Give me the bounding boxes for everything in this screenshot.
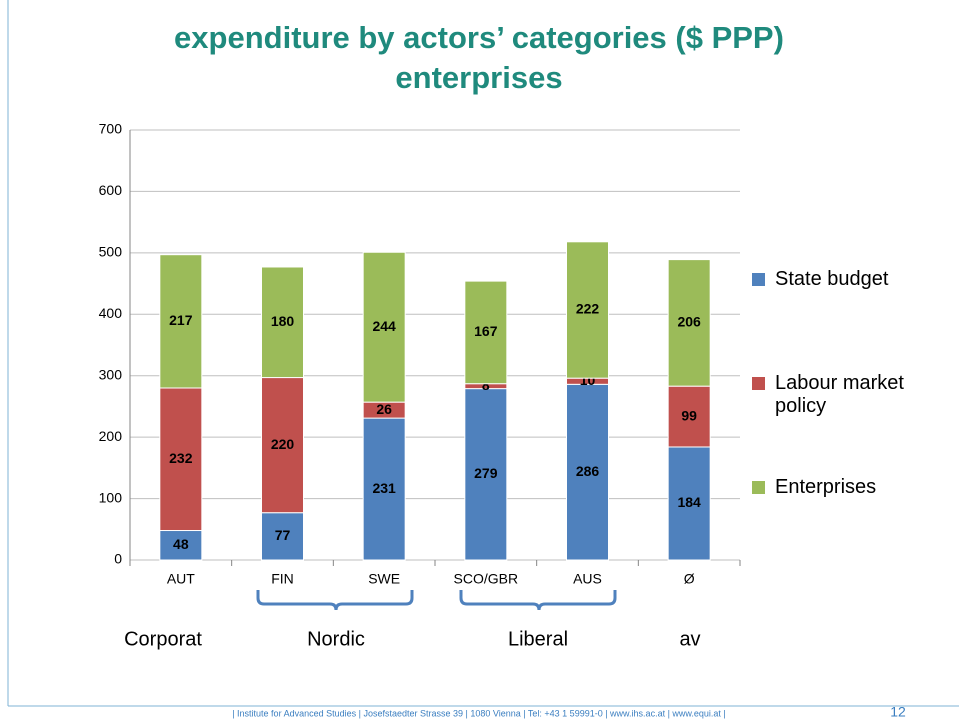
brace: [256, 590, 414, 611]
legend-label: State budget: [775, 268, 889, 290]
y-tick-label: 600: [99, 182, 123, 198]
x-tick-label: AUS: [573, 571, 602, 587]
bar-segment: [362, 251, 406, 403]
title: expenditure by actors’ categories ($ PPP…: [174, 20, 784, 55]
legend-item: Labour market policy: [752, 372, 942, 418]
x-tick-label: SWE: [368, 571, 400, 587]
group-label: Corporat: [124, 628, 202, 650]
y-tick-label: 100: [99, 489, 123, 505]
x-tick-label: SCO/GBR: [454, 571, 519, 587]
group-label: av: [679, 628, 700, 650]
legend-label: Enterprises: [775, 476, 877, 498]
bar-segment: [159, 254, 203, 389]
group-label: Nordic: [307, 628, 365, 650]
data-label: 99: [681, 407, 697, 423]
bar-segment: [667, 446, 711, 561]
data-label: 77: [275, 527, 291, 543]
data-label: 8: [482, 377, 490, 393]
bar-segment: [362, 417, 406, 561]
page-number: 12: [890, 704, 906, 720]
y-tick-label: 700: [99, 121, 123, 137]
data-label: 206: [677, 314, 701, 330]
data-label: 222: [576, 301, 600, 317]
y-tick-label: 400: [99, 305, 123, 321]
data-label: 180: [271, 313, 295, 329]
subtitle: enterprises: [395, 60, 562, 95]
data-label: 232: [169, 450, 193, 466]
legend-item: State budget: [752, 268, 942, 291]
data-label: 184: [677, 494, 701, 510]
x-tick-label: AUT: [167, 571, 195, 587]
y-tick-label: 500: [99, 244, 123, 260]
data-label: 48: [173, 536, 189, 552]
data-label: 231: [372, 480, 396, 496]
data-label: 286: [576, 463, 600, 479]
bar-segment: [261, 266, 304, 379]
y-tick-label: 0: [114, 551, 122, 567]
bar-segment: [464, 280, 508, 385]
bar-segment: [667, 385, 711, 448]
bar-segment: [261, 512, 304, 561]
data-label: 244: [372, 318, 396, 334]
x-tick-label: Ø: [684, 571, 695, 587]
data-label: 220: [271, 436, 295, 452]
bar-segment: [261, 377, 304, 514]
y-tick-label: 300: [99, 366, 123, 382]
data-label: 279: [474, 465, 498, 481]
brace: [459, 590, 617, 611]
legend-swatch: [752, 481, 765, 494]
legend-swatch: [752, 377, 765, 390]
bar-segment: [566, 241, 609, 379]
legend-item: Enterprises: [752, 476, 942, 499]
legend-swatch: [752, 273, 765, 286]
data-label: 167: [474, 323, 498, 339]
legend-label: Labour market policy: [775, 372, 904, 417]
data-label: 26: [376, 401, 392, 417]
group-label: Liberal: [508, 628, 568, 650]
y-tick-label: 200: [99, 428, 123, 444]
bar-segment: [464, 388, 508, 561]
x-tick-label: FIN: [271, 571, 294, 587]
data-label: 217: [169, 312, 193, 328]
footer: | Institute for Advanced Studies | Josef…: [232, 708, 726, 718]
bar-segment: [667, 259, 711, 387]
